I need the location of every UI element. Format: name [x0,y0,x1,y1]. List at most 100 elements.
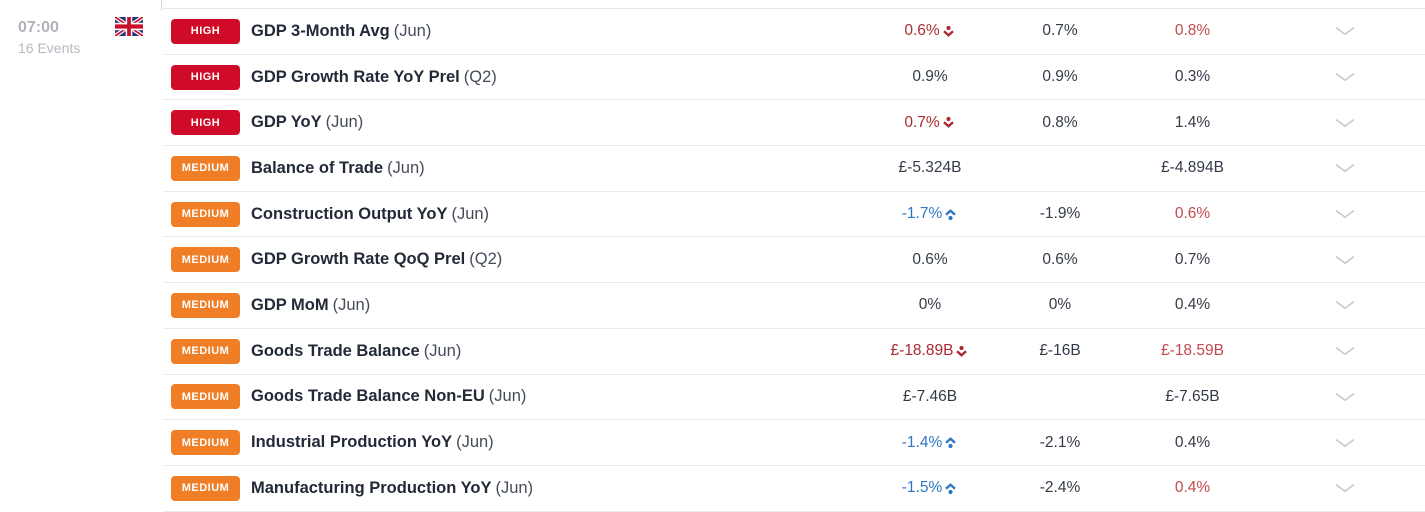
actual-value: 0.6% [860,22,1000,40]
event-row[interactable]: MEDIUM Goods Trade Balance Non-EU (Jun) £… [163,375,1425,421]
expand-cell [1265,26,1425,36]
actual-value: £-7.46B [860,388,1000,406]
events-count: 16 Events [18,40,81,56]
event-title: GDP MoM (Jun) [251,296,860,315]
event-name: Goods Trade Balance [251,341,420,360]
event-period: (Jun) [495,478,534,497]
event-title: Balance of Trade (Jun) [251,159,860,178]
forecast-value: 0.9% [1042,68,1078,86]
worse-than-expected-arrow-down-icon [942,25,954,37]
actual-value-text: 0.6% [904,22,940,40]
event-period: (Jun) [387,158,425,177]
better-than-expected-arrow-up-icon [945,482,957,494]
chevron-down-icon[interactable] [1334,392,1356,402]
event-row[interactable]: MEDIUM Balance of Trade (Jun) £-5.324B £-… [163,146,1425,192]
chevron-down-icon[interactable] [1334,483,1356,493]
event-row[interactable]: MEDIUM Industrial Production YoY (Jun) -1… [163,420,1425,466]
events-list: HIGH GDP 3-Month Avg (Jun) 0.6% 0.7% 0.8%… [163,0,1425,512]
prior-value: £-7.65B [1165,387,1220,405]
actual-value: £-18.89B [860,342,1000,360]
forecast-value: 0% [1048,296,1072,314]
expand-cell [1265,209,1425,219]
forecast-value: -2.4% [1039,479,1081,497]
expand-cell [1265,346,1425,356]
time-group-cell: 07:00 16 Events [0,0,163,512]
event-period: (Jun) [423,341,462,360]
forecast-value: £-16B [1039,342,1081,360]
event-period: (Jun) [332,295,371,314]
prior-value: £-4.894B [1161,159,1224,177]
expand-cell [1265,255,1425,265]
actual-value: -1.7% [860,205,1000,223]
event-name: Industrial Production YoY [251,433,453,452]
event-name: Balance of Trade [251,158,384,177]
event-period: (Q2) [463,67,497,86]
event-title: Goods Trade Balance Non-EU (Jun) [251,387,860,406]
importance-badge: MEDIUM [171,430,240,456]
expand-cell [1265,392,1425,402]
chevron-down-icon[interactable] [1334,118,1356,128]
prior-value: 0.4% [1174,296,1211,314]
event-name: Construction Output YoY [251,204,448,223]
importance-badge: HIGH [171,110,240,136]
importance-badge: MEDIUM [171,201,240,227]
actual-value-text: 0.9% [912,68,948,86]
event-row[interactable]: MEDIUM GDP Growth Rate QoQ Prel (Q2) 0.6%… [163,237,1425,284]
prior-value: 0.4% [1174,433,1211,451]
event-title: Construction Output YoY (Jun) [251,205,860,224]
event-title: GDP Growth Rate YoY Prel (Q2) [251,68,860,87]
forecast-value: 0.7% [1042,22,1078,40]
event-title: GDP 3-Month Avg (Jun) [251,22,860,41]
expand-cell [1265,163,1425,173]
event-row[interactable]: HIGH GDP Growth Rate YoY Prel (Q2) 0.9% 0… [163,55,1425,101]
event-title: Goods Trade Balance (Jun) [251,342,860,361]
chevron-down-icon[interactable] [1334,163,1356,173]
event-name: Goods Trade Balance Non-EU [251,387,485,406]
importance-badge: MEDIUM [171,247,240,273]
forecast-value: 0.8% [1042,113,1078,131]
actual-value-text: £-18.89B [890,342,954,360]
event-period: (Jun) [393,21,432,40]
event-period: (Jun) [488,387,527,406]
expand-cell [1265,483,1425,493]
actual-value: £-5.324B [860,159,1000,177]
event-row[interactable]: HIGH GDP 3-Month Avg (Jun) 0.6% 0.7% 0.8% [163,9,1425,55]
forecast-value: 0.6% [1042,250,1078,268]
actual-value-text: -1.5% [901,479,943,497]
event-row[interactable]: HIGH GDP YoY (Jun) 0.7% 0.8% 1.4% [163,100,1425,147]
chevron-down-icon[interactable] [1334,72,1356,82]
actual-value-text: -1.4% [901,433,943,451]
worse-than-expected-arrow-down-icon [942,117,954,129]
prior-value: 0.4% [1174,479,1211,497]
chevron-down-icon[interactable] [1334,209,1356,219]
chevron-down-icon[interactable] [1334,255,1356,265]
chevron-down-icon[interactable] [1334,26,1356,36]
worse-than-expected-arrow-down-icon [956,345,968,357]
event-row[interactable]: MEDIUM Construction Output YoY (Jun) -1.7… [163,192,1425,238]
event-row[interactable]: MEDIUM Manufacturing Production YoY (Jun)… [163,466,1425,512]
chevron-down-icon[interactable] [1334,300,1356,310]
event-name: GDP YoY [251,113,322,132]
event-name: GDP Growth Rate QoQ Prel [251,250,466,269]
better-than-expected-arrow-up-icon [945,437,957,449]
actual-value-text: -1.7% [901,205,943,223]
event-row[interactable]: MEDIUM Goods Trade Balance (Jun) £-18.89B… [163,329,1425,375]
event-name: GDP 3-Month Avg [251,21,390,40]
group-divider-tick [161,0,162,11]
actual-value: 0.9% [860,68,1000,86]
chevron-down-icon[interactable] [1334,438,1356,448]
event-period: (Jun) [456,433,494,452]
prior-value: 0.7% [1174,250,1211,268]
expand-cell [1265,438,1425,448]
event-title: GDP Growth Rate QoQ Prel (Q2) [251,250,860,269]
event-row[interactable]: MEDIUM GDP MoM (Jun) 0% 0% 0.4% [163,283,1425,329]
importance-badge: MEDIUM [171,155,240,181]
actual-value-text: 0.6% [912,250,948,268]
prior-value: £-18.59B [1161,342,1224,360]
forecast-value: -1.9% [1039,205,1081,223]
expand-cell [1265,72,1425,82]
forecast-value: -2.1% [1039,433,1081,451]
prior-value: 0.3% [1174,68,1211,86]
chevron-down-icon[interactable] [1334,346,1356,356]
